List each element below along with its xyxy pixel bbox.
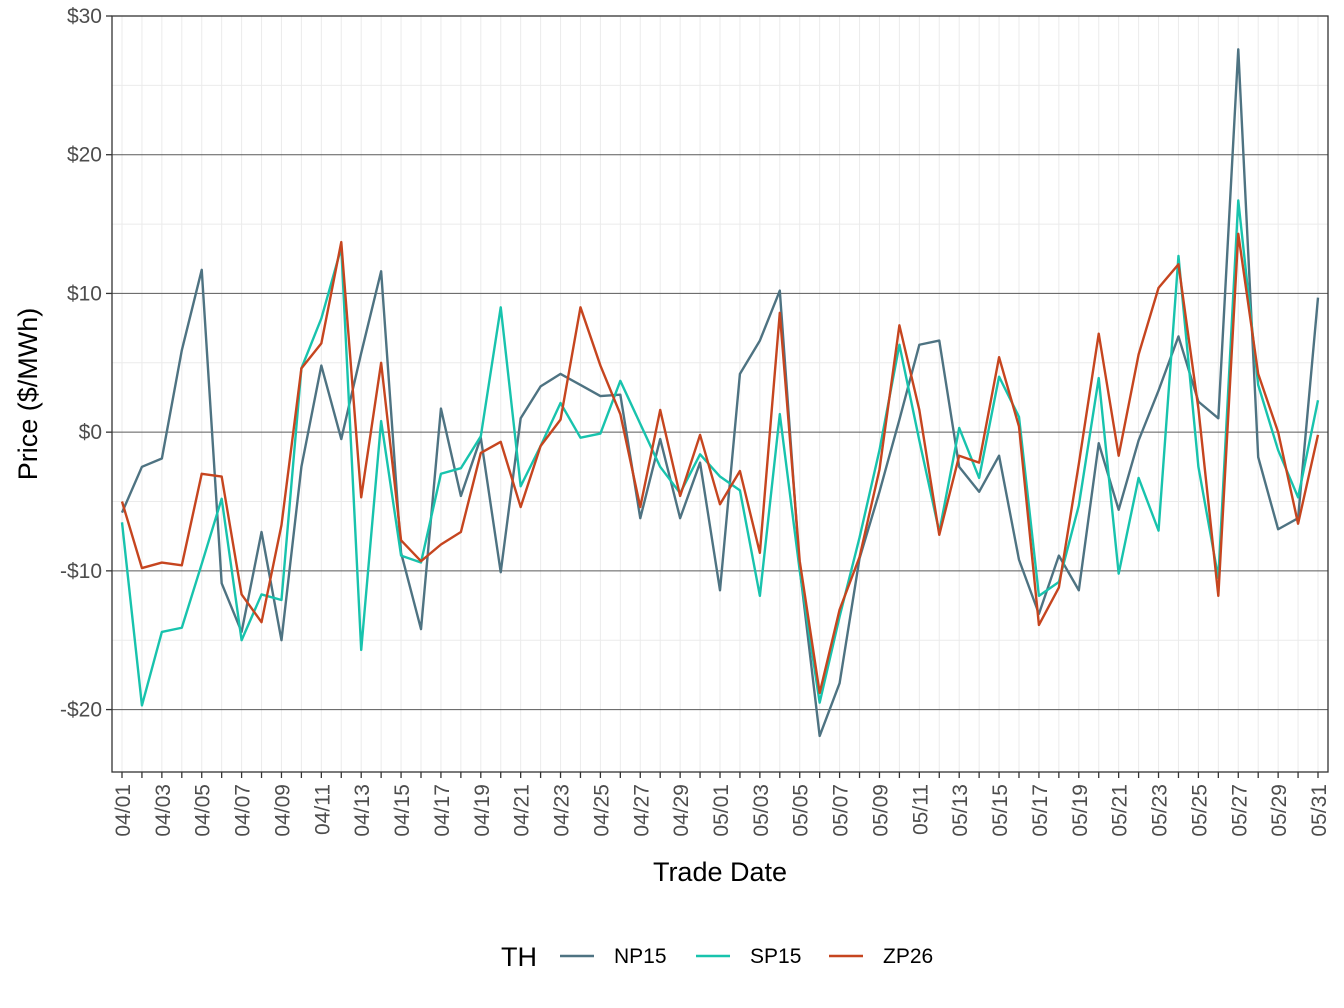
x-tick-label: 04/05 (192, 784, 215, 837)
x-tick-label: 05/03 (750, 784, 773, 837)
x-tick-label: 05/21 (1109, 784, 1132, 837)
x-tick-label: 04/11 (311, 784, 334, 835)
x-tick-label: 04/27 (630, 784, 653, 837)
x-tick-label: 05/07 (830, 784, 853, 837)
y-tick-label: $20 (67, 144, 102, 167)
x-axis: 04/01 04/03 04/05 04/07 04/09 04/11 04/13 04/15… (112, 772, 1331, 837)
x-tick-label: 05/17 (1029, 784, 1052, 837)
x-tick-label: 04/15 (391, 784, 414, 837)
x-tick-label: 04/01 (112, 784, 135, 837)
x-tick-label: 05/13 (949, 784, 972, 837)
x-tick-label: 05/15 (989, 784, 1012, 837)
legend-title: TH (501, 942, 537, 972)
x-tick-label: 05/09 (869, 784, 892, 837)
x-tick-label: 04/19 (471, 784, 494, 837)
x-tick-label: 05/25 (1188, 784, 1211, 837)
x-tick-label: 04/09 (271, 784, 294, 837)
x-tick-label: 04/25 (590, 784, 613, 837)
legend-label-np15: NP15 (614, 945, 667, 968)
y-tick-label: -$20 (60, 699, 102, 722)
x-axis-title: Trade Date (653, 857, 787, 887)
x-tick-label: 05/23 (1149, 784, 1172, 837)
series-line-zp26 (120, 232, 1320, 695)
x-tick-label: 05/27 (1228, 784, 1251, 837)
y-tick-label: $10 (67, 282, 102, 305)
x-tick-label: 04/17 (431, 784, 454, 837)
legend-label-zp26: ZP26 (883, 945, 933, 968)
x-tick-label: 04/13 (351, 784, 374, 837)
y-tick-label: $0 (79, 421, 102, 444)
x-tick-label: 04/23 (551, 784, 574, 837)
x-tick-label: 04/07 (232, 784, 255, 837)
x-tick-label: 05/01 (710, 784, 733, 837)
y-axis: -$20 -$10 $0 $10 $20 $30 (60, 5, 112, 722)
x-tick-label: 05/19 (1069, 784, 1092, 837)
y-tick-label: -$10 (60, 560, 102, 583)
minor-gridlines (112, 16, 1328, 772)
major-gridlines (112, 154, 1328, 711)
x-tick-label: 05/29 (1268, 784, 1291, 837)
x-tick-label: 04/29 (670, 784, 693, 837)
series-lines (120, 48, 1320, 738)
x-tick-label: 04/03 (152, 784, 175, 837)
x-tick-label: 05/11 (909, 784, 932, 835)
x-tick-label: 05/05 (790, 784, 813, 837)
series-line-sp15 (120, 199, 1320, 707)
legend: TH NP15 SP15 ZP26 (501, 942, 933, 972)
y-axis-title: Price ($/MWh) (13, 308, 43, 481)
x-tick-label: 04/21 (511, 784, 534, 837)
x-tick-label: 05/31 (1308, 784, 1331, 837)
legend-label-sp15: SP15 (750, 945, 801, 968)
series-line-np15 (120, 48, 1320, 738)
y-tick-label: $30 (67, 5, 102, 28)
